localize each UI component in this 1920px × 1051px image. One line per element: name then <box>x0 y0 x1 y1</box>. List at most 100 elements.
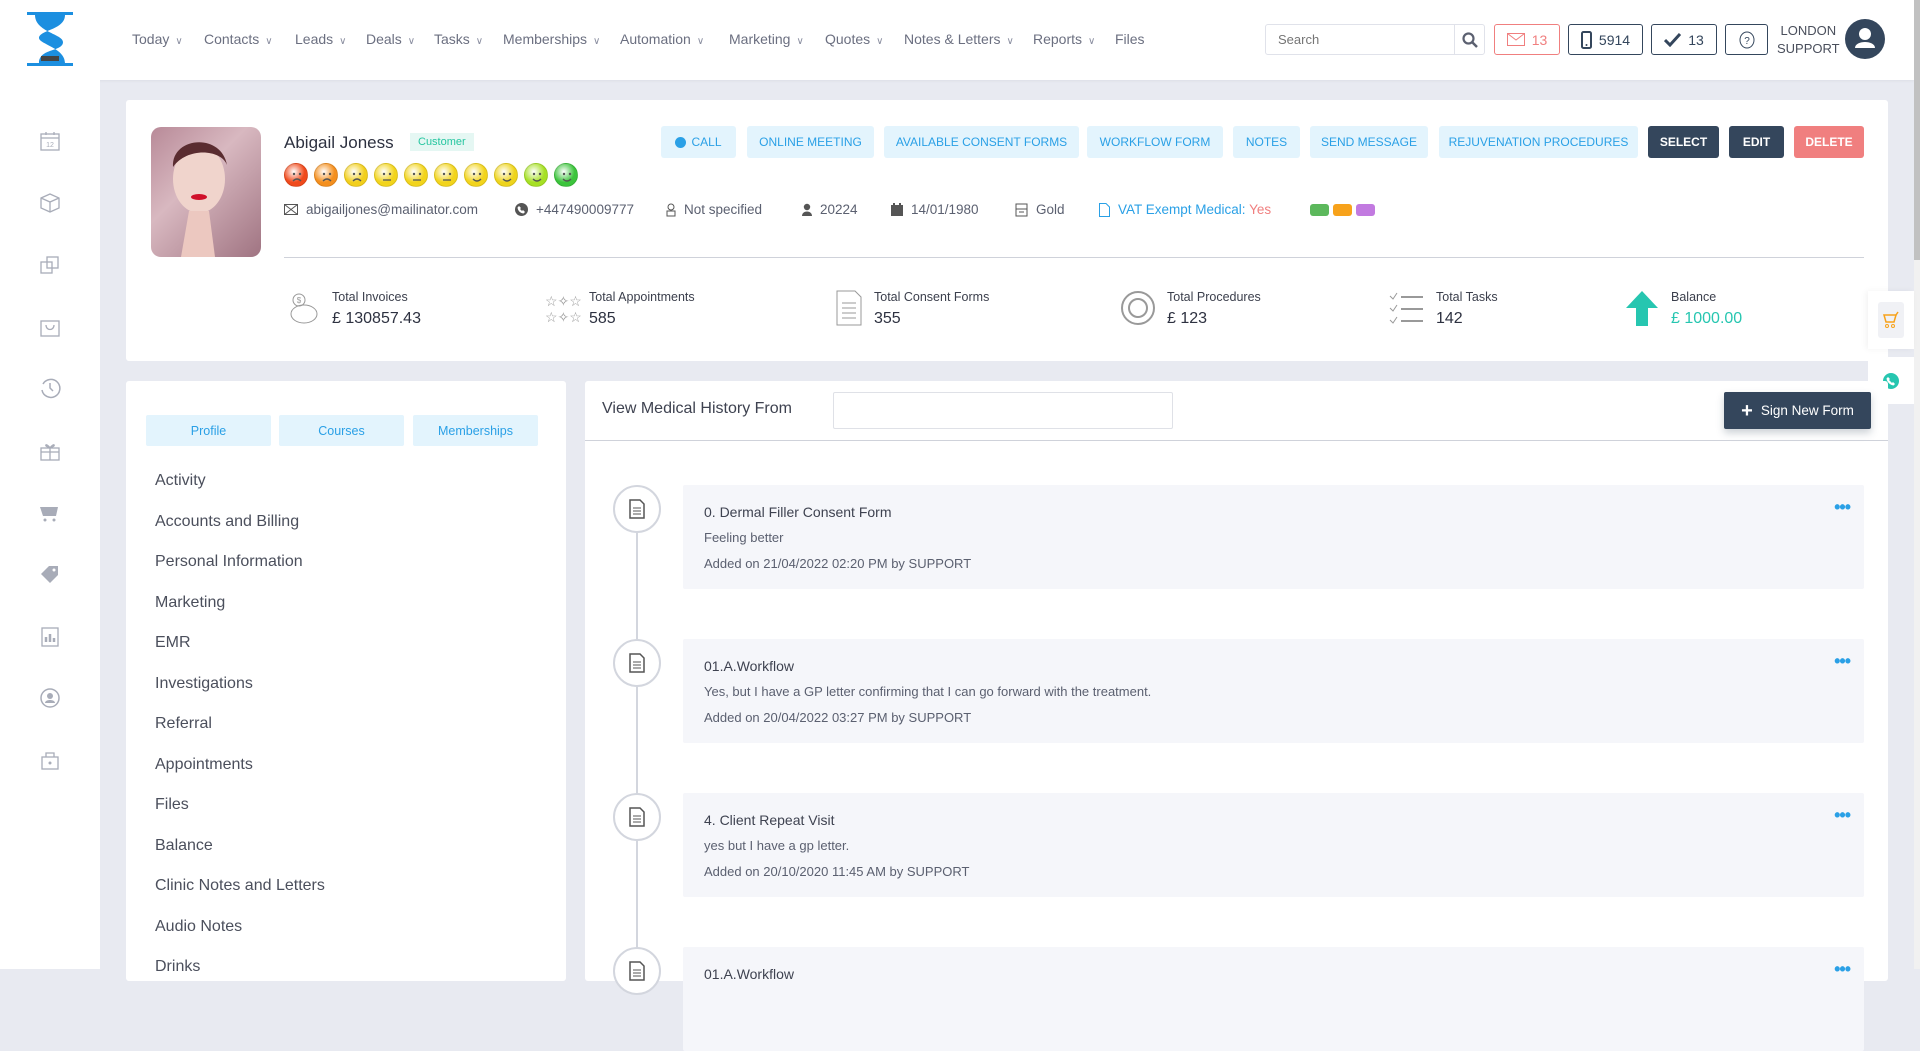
menu-item-clinic-notes-and-letters[interactable]: Clinic Notes and Letters <box>155 877 325 894</box>
menu-item-marketing[interactable]: Marketing <box>155 593 226 611</box>
mood-rating-2[interactable] <box>314 163 338 187</box>
copy-icon[interactable] <box>38 253 62 277</box>
tag-list <box>1310 204 1375 216</box>
stat-total-appointments: Total Appointments 585 <box>589 290 695 327</box>
basket-icon[interactable] <box>38 315 62 339</box>
lock-icon[interactable] <box>38 748 62 772</box>
action-notes-button[interactable]: NOTES <box>1233 126 1300 158</box>
chevron-down-icon: ∨ <box>407 36 416 47</box>
menu-item-appointments[interactable]: Appointments <box>155 755 253 773</box>
box-icon[interactable] <box>38 191 62 215</box>
search-input[interactable] <box>1266 25 1454 54</box>
report-icon[interactable] <box>38 625 62 649</box>
cart-icon[interactable] <box>38 501 62 525</box>
history-from-input[interactable] <box>833 392 1173 429</box>
sign-new-form-button[interactable]: + Sign New Form <box>1724 392 1871 429</box>
nav-quotes[interactable]: Quotes ∨ <box>825 31 884 47</box>
floating-cart-button[interactable] <box>1868 291 1914 349</box>
mood-rating-6[interactable] <box>434 163 458 187</box>
nav-today[interactable]: Today ∨ <box>132 31 183 47</box>
phone-button[interactable]: 5914 <box>1568 24 1643 55</box>
more-options-icon[interactable]: ••• <box>1834 497 1851 517</box>
stat-total-procedures: Total Procedures £ 123 <box>1167 290 1261 327</box>
action-workflow-form-button[interactable]: WORKFLOW FORM <box>1087 126 1223 158</box>
action-call-button[interactable]: CALL <box>661 126 736 158</box>
edit-button[interactable]: EDIT <box>1729 126 1784 158</box>
tab-courses[interactable]: Courses <box>279 415 404 446</box>
menu-item-emr[interactable]: EMR <box>155 634 191 651</box>
more-options-icon[interactable]: ••• <box>1834 959 1851 979</box>
vat-info[interactable]: VAT Exempt Medical: Yes <box>1099 202 1271 217</box>
nav-memberships[interactable]: Memberships ∨ <box>503 31 601 47</box>
help-button[interactable]: ? <box>1725 24 1768 55</box>
history-entry[interactable]: 01.A.Workflow Yes, but I have a GP letter… <box>683 639 1864 743</box>
email-info[interactable]: abigailjones@mailinator.com <box>284 202 478 217</box>
check-icon <box>1664 32 1682 47</box>
chevron-down-icon: ∨ <box>475 36 484 47</box>
user-sync-icon[interactable] <box>38 686 62 710</box>
floating-whatsapp-button[interactable] <box>1868 357 1914 404</box>
document-icon <box>629 807 645 827</box>
mood-rating-10[interactable] <box>554 163 578 187</box>
menu-item-files[interactable]: Files <box>155 796 189 813</box>
history-entry[interactable]: 0. Dermal Filler Consent Form Feeling bet… <box>683 485 1864 589</box>
action-rejuvenation-procedures-button[interactable]: REJUVENATION PROCEDURES <box>1439 126 1638 158</box>
tab-memberships[interactable]: Memberships <box>413 415 538 446</box>
nav-tasks[interactable]: Tasks ∨ <box>434 31 484 47</box>
color-tag[interactable] <box>1356 204 1375 216</box>
more-options-icon[interactable]: ••• <box>1834 805 1851 825</box>
nav-marketing[interactable]: Marketing ∨ <box>729 31 804 47</box>
mood-rating-7[interactable] <box>464 163 488 187</box>
phone-info[interactable]: +447490009777 <box>515 202 634 217</box>
mood-rating-8[interactable] <box>494 163 518 187</box>
tasks-button[interactable]: 13 <box>1651 24 1717 55</box>
color-tag[interactable] <box>1333 204 1352 216</box>
menu-item-activity[interactable]: Activity <box>155 472 206 489</box>
menu-item-personal-information[interactable]: Personal Information <box>155 553 303 570</box>
document-icon <box>1099 202 1110 217</box>
history-icon[interactable] <box>38 376 62 400</box>
tab-profile[interactable]: Profile <box>146 415 271 446</box>
user-name[interactable]: LONDON SUPPORT <box>1777 23 1840 56</box>
document-icon <box>629 961 645 981</box>
action-send-message-button[interactable]: SEND MESSAGE <box>1310 126 1428 158</box>
nav-notes-letters[interactable]: Notes & Letters ∨ <box>904 31 1014 47</box>
page-scrollbar[interactable] <box>1914 0 1920 969</box>
history-entry[interactable]: 4. Client Repeat Visit yes but I have a g… <box>683 793 1864 897</box>
mail-button[interactable]: 13 <box>1494 24 1560 55</box>
color-tag[interactable] <box>1310 204 1329 216</box>
document-icon <box>629 499 645 519</box>
menu-item-investigations[interactable]: Investigations <box>155 674 253 692</box>
history-entry[interactable]: 01.A.Workflow ••• <box>683 947 1864 1051</box>
calendar-icon[interactable]: 12 <box>38 129 62 153</box>
action-online-meeting-button[interactable]: ONLINE MEETING <box>747 126 874 158</box>
menu-item-drinks[interactable]: Drinks <box>155 958 201 975</box>
nav-leads[interactable]: Leads ∨ <box>295 31 347 47</box>
user-avatar[interactable] <box>1845 19 1885 59</box>
select-button[interactable]: SELECT <box>1648 126 1719 158</box>
app-logo[interactable] <box>25 12 77 66</box>
consent-form-icon <box>829 288 869 328</box>
menu-item-audio-notes[interactable]: Audio Notes <box>155 917 243 935</box>
nav-automation[interactable]: Automation ∨ <box>620 31 705 47</box>
delete-button[interactable]: DELETE <box>1794 126 1864 158</box>
mood-rating-4[interactable] <box>374 163 398 187</box>
menu-item-referral[interactable]: Referral <box>155 715 212 732</box>
nav-contacts[interactable]: Contacts ∨ <box>204 31 273 47</box>
tier-icon <box>1015 203 1028 216</box>
mood-rating-5[interactable] <box>404 163 428 187</box>
nav-files[interactable]: Files <box>1115 31 1145 47</box>
menu-item-balance[interactable]: Balance <box>155 836 213 854</box>
mood-rating-3[interactable] <box>344 163 368 187</box>
mood-rating-9[interactable] <box>524 163 548 187</box>
nav-reports[interactable]: Reports ∨ <box>1033 31 1096 47</box>
search-button[interactable] <box>1454 25 1484 54</box>
mood-rating-1[interactable] <box>284 163 308 187</box>
tag-icon[interactable] <box>38 562 62 586</box>
gender-info: Not specified <box>666 202 762 217</box>
nav-deals[interactable]: Deals ∨ <box>366 31 416 47</box>
menu-item-accounts-and-billing[interactable]: Accounts and Billing <box>155 512 300 530</box>
action-available-consent-forms-button[interactable]: AVAILABLE CONSENT FORMS <box>884 126 1079 158</box>
more-options-icon[interactable]: ••• <box>1834 651 1851 671</box>
gift-icon[interactable] <box>38 439 62 463</box>
